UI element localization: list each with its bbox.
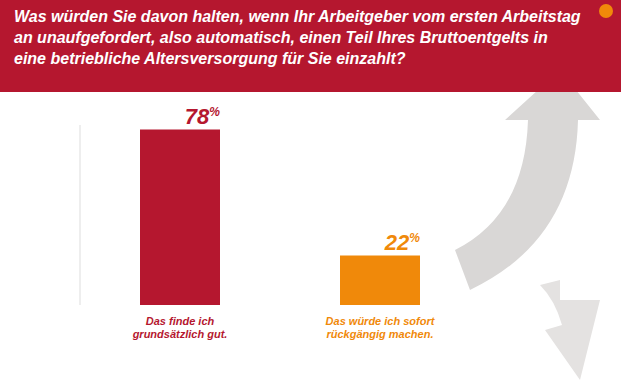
html-text:Was würden Sie davon halten, w: Was würden Sie davon halten, wenn Ihr Ar… [14,8,581,67]
svg-text:Das würde ich sofortrückgängig: Das würde ich sofortrückgängig machen. [326,315,436,340]
svg-text:Das finde ichgrundsätzlich gut: Das finde ichgrundsätzlich gut. [132,315,228,340]
svg-text:78%: 78% [185,104,220,129]
svg-text:22%: 22% [384,230,420,255]
